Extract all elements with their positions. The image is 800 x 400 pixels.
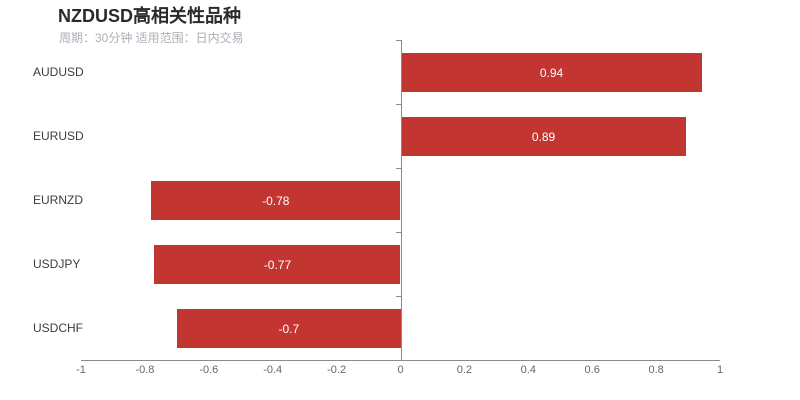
category-label-audusd: AUDUSD (33, 65, 84, 79)
bar-value-label: -0.7 (278, 321, 300, 336)
y-axis-line (400, 40, 402, 360)
x-axis-tick-label: 0.2 (456, 364, 473, 376)
bar-eurnzd: -0.78 (151, 181, 401, 220)
x-axis-tick-label: 0.4 (520, 364, 536, 376)
y-axis-tick (395, 168, 401, 169)
chart-subtitle: 周期：30分钟 适用范围：日内交易 (59, 31, 244, 45)
x-axis-tick-label: -0.4 (263, 364, 283, 376)
x-axis-tick-label: 0 (397, 364, 404, 376)
x-axis-line (81, 360, 720, 361)
x-axis-tick-label: -0.8 (135, 364, 155, 376)
x-axis-tick-label: 0.8 (648, 364, 664, 376)
bar-audusd: 0.94 (401, 53, 702, 92)
chart-title: NZDUSD高相关性品种 (58, 6, 241, 26)
bar-value-label: -0.78 (262, 193, 290, 208)
x-axis-tick-label: -1 (76, 364, 86, 376)
x-axis-tick-label: 1 (716, 364, 724, 376)
y-axis-tick (395, 40, 401, 41)
bar-eurusd: 0.89 (401, 117, 686, 156)
bar-usdchf: -0.7 (176, 309, 401, 348)
y-axis-tick (395, 232, 401, 233)
category-label-usdjpy: USDJPY (33, 257, 81, 271)
x-axis-tick-label: -0.6 (199, 364, 219, 376)
bar-value-label: 0.89 (531, 129, 556, 144)
y-axis-tick (395, 104, 401, 105)
bar-usdjpy: -0.77 (154, 245, 401, 284)
category-label-eurusd: EURUSD (33, 129, 84, 143)
category-label-usdchf: USDCHF (33, 321, 83, 335)
y-axis-tick (395, 296, 401, 297)
x-axis-tick-label: 0.6 (584, 364, 600, 376)
x-axis-tick-label: -0.2 (327, 364, 347, 376)
bar-value-label: -0.77 (263, 257, 292, 272)
bar-value-label: 0.94 (539, 65, 564, 80)
category-label-eurnzd: EURNZD (33, 193, 83, 207)
